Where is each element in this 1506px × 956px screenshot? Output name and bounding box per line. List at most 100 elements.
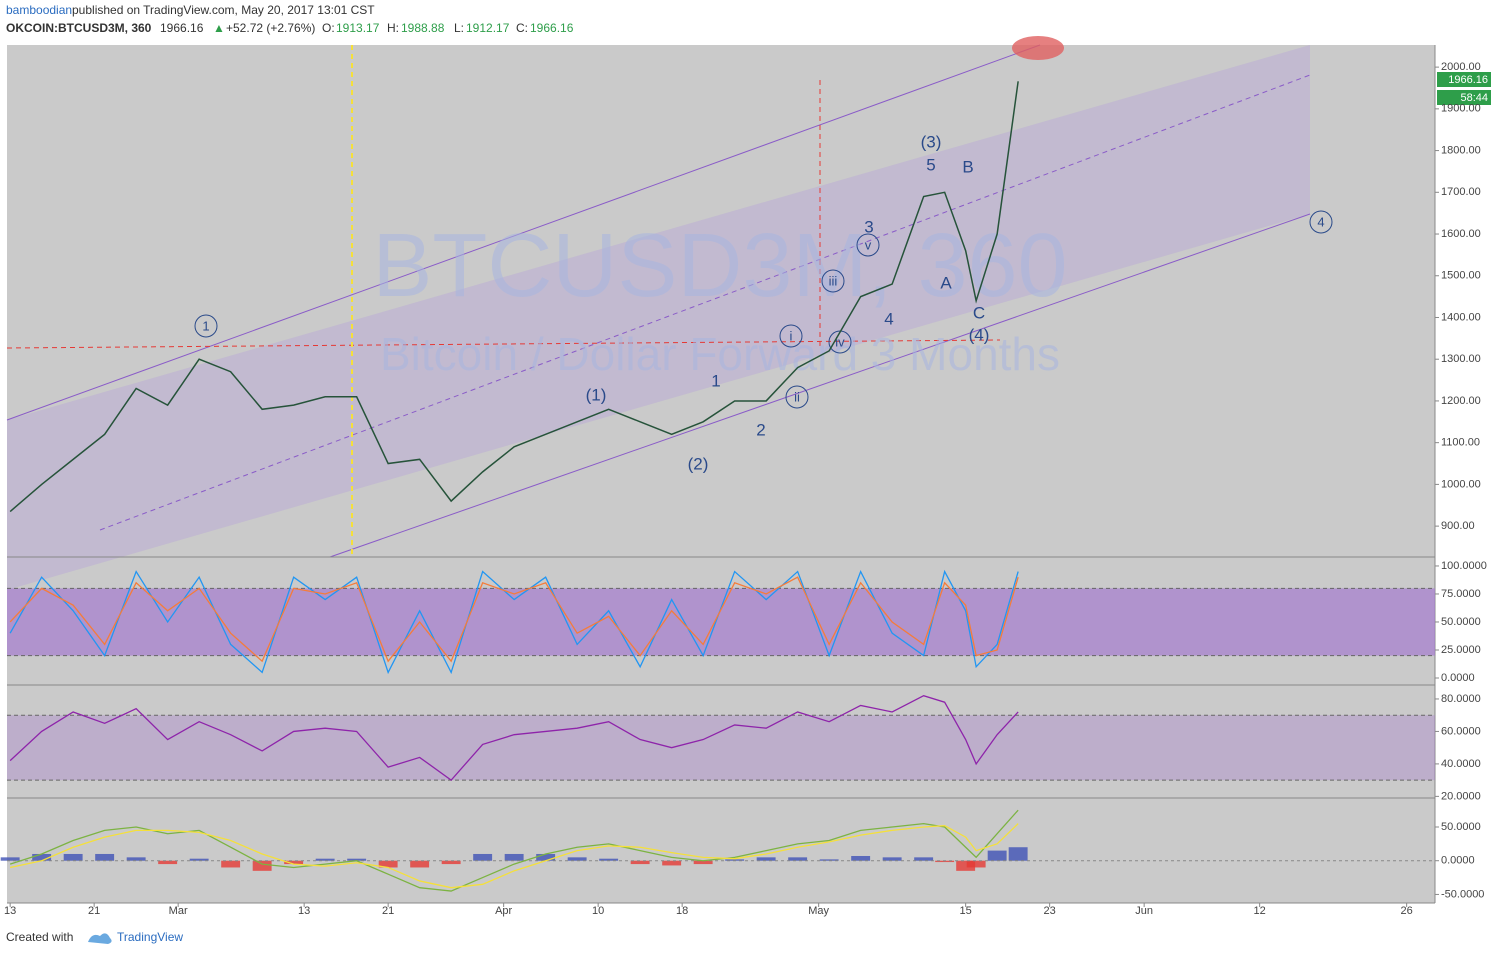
wave-label: (3) <box>921 132 942 151</box>
x-tick-label: 18 <box>676 905 688 917</box>
change: +52.72 (+2.76%) <box>226 21 315 35</box>
histogram-bar <box>956 860 976 871</box>
histogram-bar <box>284 860 304 865</box>
wave-circle <box>856 233 880 257</box>
open: 1913.17 <box>336 21 380 35</box>
series-line <box>9 576 1019 663</box>
y-tick-label: 1100.00 <box>1441 437 1480 449</box>
author[interactable]: bamboodian <box>6 3 72 17</box>
y-tick-label: 40.0000 <box>1441 758 1481 770</box>
last: 1966.16 <box>160 21 204 35</box>
wave-label: C <box>973 303 985 322</box>
histogram-bar <box>158 860 178 865</box>
histogram-bar <box>966 860 986 868</box>
y-tick-label: 1900.00 <box>1441 103 1481 115</box>
histogram-bar <box>252 860 272 871</box>
histogram-bar <box>126 857 146 861</box>
wave-label: A <box>940 273 952 292</box>
x-tick-label: Mar <box>169 905 188 917</box>
histogram-bar <box>441 860 461 865</box>
low: 1912.17 <box>466 21 510 35</box>
logo <box>88 933 112 944</box>
x-tick-label: 10 <box>592 905 604 917</box>
y-tick-label: 1000.00 <box>1441 478 1481 490</box>
y-tick-label: 1600.00 <box>1441 228 1481 240</box>
x-tick-label: 15 <box>960 905 972 917</box>
series-line <box>9 695 1019 782</box>
watermark-desc: Bitcoin / Dollar Forward 3 Months <box>380 328 1060 380</box>
series-line <box>10 823 1019 889</box>
histogram-bar <box>882 857 902 861</box>
y-tick-label: 80.0000 <box>1441 693 1481 705</box>
x-tick-label: 13 <box>298 905 310 917</box>
x-tick-label: May <box>808 905 829 917</box>
wave-label: 5 <box>926 155 935 174</box>
price-tag: 1966.16 <box>1448 74 1488 86</box>
x-tick-label: Apr <box>495 905 512 917</box>
wave-label: iv <box>835 334 845 349</box>
histogram-bar <box>32 853 52 861</box>
y-tick-label: 50.0000 <box>1441 616 1481 628</box>
histogram-bar <box>567 857 587 861</box>
price-tag-bg <box>1437 72 1491 87</box>
histogram-bar <box>189 858 209 861</box>
y-tick-label: 1500.00 <box>1441 270 1481 282</box>
x-tick-label: 26 <box>1401 905 1413 917</box>
y-tick-label: 60.0000 <box>1441 725 1481 737</box>
band <box>7 588 1435 656</box>
histogram-bar <box>1008 847 1028 861</box>
histogram-bar <box>662 860 682 866</box>
histogram-bar <box>914 857 934 861</box>
countdown: 58:44 <box>1460 92 1488 104</box>
y-tick-label: -50.0000 <box>1441 888 1484 900</box>
wave-label: 3 <box>864 217 873 236</box>
wave-circle <box>821 269 845 293</box>
series-line <box>9 81 1019 513</box>
y-tick-label: 1200.00 <box>1441 395 1481 407</box>
y-tick-label: 50.0000 <box>1441 821 1481 833</box>
target <box>1012 36 1064 60</box>
y-tick-label: 1700.00 <box>1441 186 1481 198</box>
histogram-bar <box>536 853 556 861</box>
histogram-bar <box>504 853 524 861</box>
x-tick-label: Jun <box>1135 905 1153 917</box>
wave-circle <box>785 385 809 409</box>
histogram-bar <box>0 857 20 861</box>
countdown-bg <box>1437 90 1491 105</box>
y-tick-label: 900.00 <box>1441 520 1475 532</box>
histogram-bar <box>378 860 398 868</box>
y-tick-label: 1300.00 <box>1441 353 1481 365</box>
y-tick-label: 75.0000 <box>1441 588 1481 600</box>
histogram-bar <box>347 858 367 861</box>
histogram-bar <box>630 860 650 865</box>
wave-label: v <box>865 237 872 252</box>
wave-label: (4) <box>969 325 990 344</box>
x-tick-label: 23 <box>1044 905 1056 917</box>
histogram-bar <box>63 853 83 861</box>
channel-bottom <box>329 213 1311 558</box>
red-line <box>6 339 1001 349</box>
histogram-bar <box>935 860 955 863</box>
wave-label: (1) <box>586 385 607 404</box>
footer-created: Created with <box>6 930 73 944</box>
y-tick-label: 25.0000 <box>1441 644 1481 656</box>
footer-brand[interactable]: TradingView <box>117 930 183 944</box>
published: published on TradingView.com, May 20, 20… <box>72 3 375 17</box>
x-tick-label: 21 <box>88 905 100 917</box>
histogram-bar <box>851 855 871 861</box>
y-tick-label: 0.0000 <box>1441 672 1475 684</box>
arrow: ▲ <box>213 21 225 35</box>
histogram-bar <box>819 859 839 861</box>
channel-top <box>6 44 1041 421</box>
series-line <box>9 569 1019 675</box>
x-tick-label: 21 <box>382 905 394 917</box>
wave-circle <box>779 324 803 348</box>
wave-label: 1 <box>202 318 209 333</box>
y-tick-label: 1800.00 <box>1441 144 1481 156</box>
histogram-bar <box>987 850 1007 861</box>
y-tick-label: 20.0000 <box>1441 790 1481 802</box>
x-tick-label: 13 <box>4 905 16 917</box>
histogram-bar <box>410 860 430 868</box>
